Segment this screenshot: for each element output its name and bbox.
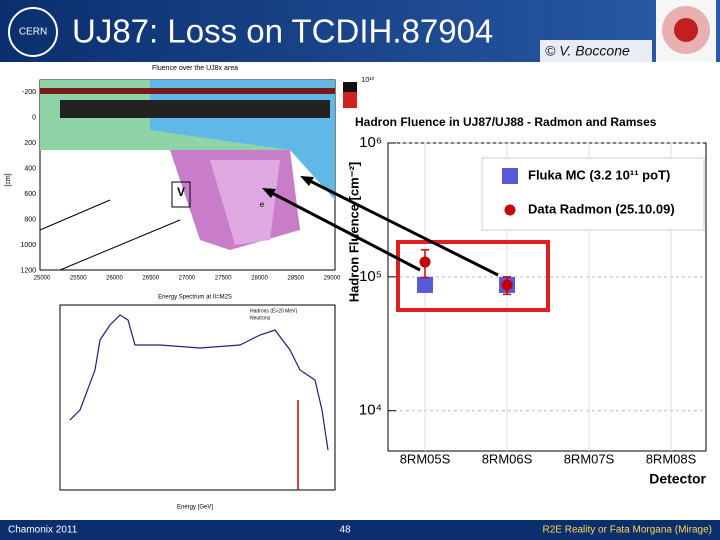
- y-tick-label: 10⁶: [359, 134, 382, 151]
- footer-center: 48: [339, 525, 351, 536]
- y-tick-label: 10⁴: [359, 402, 382, 419]
- y-tick-label: 10⁵: [359, 268, 382, 285]
- highlight-box: [396, 240, 550, 312]
- cern-logo: [8, 7, 58, 57]
- map-y-label: -200: [22, 89, 36, 96]
- arrow-head: [262, 188, 276, 198]
- spectrum-hadrons: [69, 314, 329, 451]
- point: [501, 279, 513, 291]
- map-x-label: 26000: [106, 276, 123, 282]
- map-x-label: 29000: [324, 276, 341, 282]
- map-x-label: 25500: [70, 276, 87, 282]
- map-marker: e: [260, 200, 265, 209]
- map-y-label: 1200: [20, 267, 36, 274]
- map-x-label: 26500: [142, 276, 159, 282]
- point: [417, 276, 433, 293]
- arrow-head: [300, 176, 314, 186]
- map-y-label: 200: [24, 140, 36, 147]
- spectrum-legend: Hadrons (E>20 MeV): [250, 308, 297, 314]
- map-beam: [40, 88, 335, 94]
- spectrum: Energy Spectrum at II=M2S Energy [GeV] H…: [59, 295, 336, 511]
- map-x-label: 27500: [215, 276, 232, 282]
- arrow: [307, 178, 499, 277]
- colorbar-label: 10¹⁰: [362, 76, 375, 84]
- footer-left: Chamonix 2011: [8, 525, 78, 536]
- legend-box: [481, 157, 705, 231]
- map-y-label: 600: [24, 191, 36, 198]
- cern-logo-text: CERN: [19, 27, 47, 38]
- spectrum-title: Energy Spectrum at II=M2S: [158, 295, 232, 301]
- map-x-label: 27000: [179, 276, 196, 282]
- spectrum-x-label: Energy [GeV]: [177, 505, 213, 511]
- map-x-label: 25000: [34, 276, 51, 282]
- y-axis-label: Hadron Fluence [cm⁻²]: [346, 162, 361, 303]
- x-axis-label: Detector: [649, 471, 706, 487]
- credit: © V. Boccone: [545, 43, 630, 59]
- spectrum-frame: [59, 304, 336, 491]
- logo-right-core: [674, 18, 698, 42]
- map-line: [59, 219, 181, 271]
- map-y-label: 800: [24, 216, 36, 223]
- map-y-label: 1000: [20, 242, 36, 249]
- slide-title: UJ87: Loss on TCDIH.87904: [72, 13, 493, 50]
- legend-marker: [502, 168, 518, 184]
- colorbar: [343, 82, 357, 92]
- map-line: [39, 199, 111, 231]
- x-tick-label: 8RM05S: [400, 451, 451, 466]
- map: Fluence over the UJ8x area [cm] 10¹⁰ V e: [0, 62, 375, 292]
- map-marker: V: [177, 185, 185, 199]
- x-tick-label: 8RM07S: [564, 451, 615, 466]
- x-tick-label: 8RM08S: [646, 451, 697, 466]
- legend-label: Data Radmon (25.10.09): [528, 201, 675, 216]
- spectrum-legend: Neutrons: [250, 315, 271, 321]
- map-zone: [210, 160, 280, 245]
- x-tick-label: 8RM06S: [482, 451, 533, 466]
- map-y-label: 400: [24, 165, 36, 172]
- footer-bar: [0, 520, 720, 540]
- footer-right: R2E Reality or Fata Morgana (Mirage): [542, 525, 712, 536]
- map-box: [171, 181, 191, 208]
- map-y-label: 0: [32, 114, 36, 121]
- credit-bg: [540, 40, 652, 62]
- map-x-label: 28500: [287, 276, 304, 282]
- arrow: [269, 190, 421, 272]
- map-y-unit: [cm]: [5, 173, 12, 186]
- legend-label: Fluka MC (3.2 10¹¹ poT): [528, 167, 670, 182]
- map-tunnel: [60, 100, 330, 118]
- chart-title: Hadron Fluence in UJ87/UJ88 - Radmon and…: [355, 115, 657, 129]
- legend-marker: [504, 204, 516, 216]
- point: [419, 256, 431, 268]
- map-title: Fluence over the UJ8x area: [152, 65, 238, 72]
- map-x-label: 28000: [251, 276, 268, 282]
